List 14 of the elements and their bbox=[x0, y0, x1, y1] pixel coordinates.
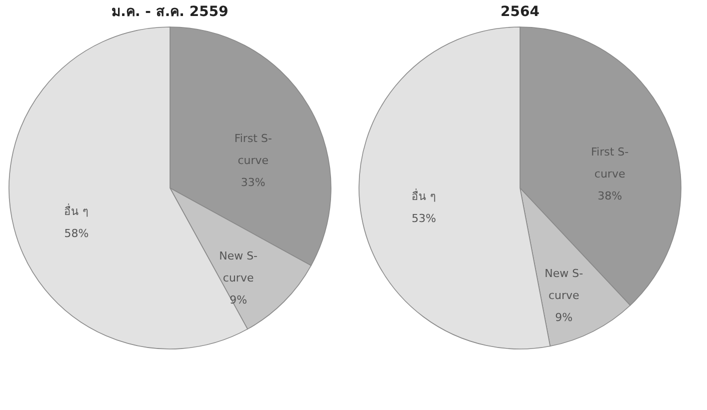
slice-label: New S-curve bbox=[544, 267, 584, 302]
slice-label: อื่น ๆ bbox=[64, 203, 89, 218]
data-label: 53% bbox=[412, 212, 436, 226]
data-label: 9% bbox=[555, 311, 573, 324]
data-label: 9% bbox=[230, 293, 248, 306]
slice-label: New S-curve bbox=[219, 249, 258, 284]
chart-title: 2564 bbox=[500, 4, 540, 20]
slice-label: First S-curve bbox=[591, 145, 629, 180]
data-label: 38% bbox=[598, 189, 622, 202]
data-label: 33% bbox=[240, 176, 266, 189]
slice-label: อื่น ๆ bbox=[412, 188, 436, 204]
slice-label: First S-curve bbox=[234, 132, 272, 167]
chart-title: ม.ค. - ส.ค. 2559 bbox=[112, 4, 228, 20]
data-label: 58% bbox=[64, 227, 89, 240]
